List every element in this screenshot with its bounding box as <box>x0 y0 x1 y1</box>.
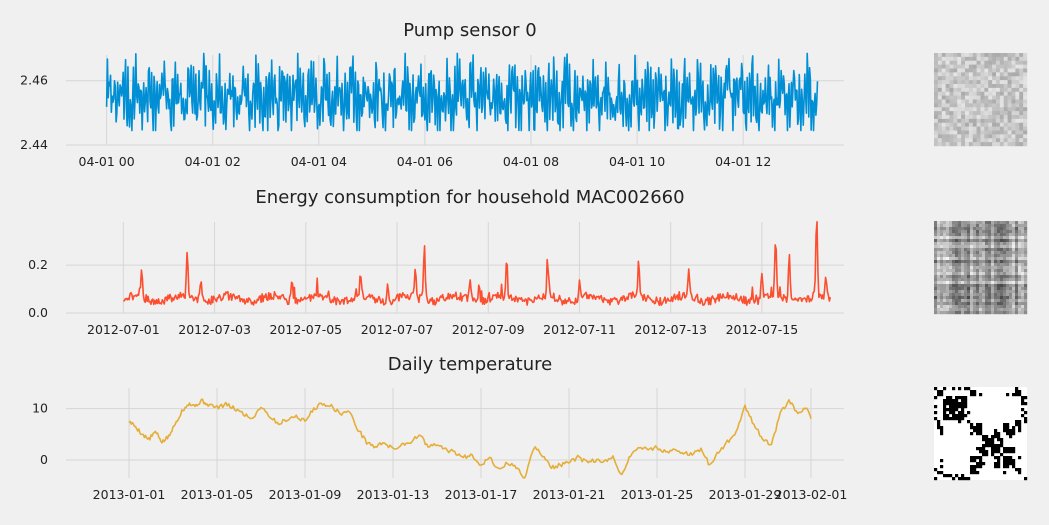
temperature-series-line <box>128 398 812 479</box>
sensor-recurrence-plot <box>934 53 1028 147</box>
x-tick-label: 2013-01-25 <box>621 487 694 502</box>
temperature-recurrence-plot <box>934 387 1028 481</box>
x-tick-label: 2012-07-07 <box>361 322 434 337</box>
panel-daily-temperature: Daily temperature 2013-01-01 2013-01-05 201… <box>32 354 847 502</box>
x-tick-label: 2013-01-09 <box>269 487 342 502</box>
energy-series-line <box>123 220 832 306</box>
x-tick-label: 2012-07-11 <box>543 322 616 337</box>
x-tick-label: 2012-07-09 <box>452 322 525 337</box>
chart-title: Daily temperature <box>388 354 552 375</box>
x-tick-label: 2013-01-21 <box>533 487 606 502</box>
x-tick-label: 2013-01-29 <box>709 487 782 502</box>
energy-recurrence-plot <box>934 221 1028 315</box>
panel-energy-consumption: Energy consumption for household MAC0026… <box>28 187 844 337</box>
y-tick-label: 10 <box>32 401 48 416</box>
x-tick-label: 04-01 10 <box>609 154 665 169</box>
x-tick-label: 2012-07-03 <box>178 322 251 337</box>
x-tick-label: 04-01 04 <box>291 154 347 169</box>
x-tick-label: 04-01 12 <box>715 154 771 169</box>
y-tick-label: 2.44 <box>20 137 48 152</box>
x-tick-label: 2012-07-05 <box>269 322 342 337</box>
x-tick-label: 2012-07-15 <box>726 322 799 337</box>
panel-pump-sensor: Pump sensor 0 04-01 00 04-01 02 04-01 04 04-… <box>20 20 844 169</box>
x-tick-label: 04-01 08 <box>503 154 559 169</box>
y-tick-label: 2.46 <box>20 73 48 88</box>
x-tick-label: 2013-01-01 <box>93 487 166 502</box>
y-tick-label: 0.2 <box>28 257 48 272</box>
chart-title: Energy consumption for household MAC0026… <box>255 187 684 208</box>
x-tick-label: 2013-01-13 <box>357 487 430 502</box>
x-tick-label: 2013-01-05 <box>181 487 254 502</box>
x-tick-label: 04-01 02 <box>185 154 241 169</box>
x-tick-label: 04-01 00 <box>79 154 135 169</box>
recurrence-thumbnails <box>934 53 1028 481</box>
x-tick-label: 2012-07-01 <box>87 322 160 337</box>
sensor-series-line <box>105 52 819 132</box>
y-tick-label: 0 <box>40 452 48 467</box>
chart-title: Pump sensor 0 <box>403 20 536 41</box>
x-tick-label: 2013-01-17 <box>445 487 518 502</box>
x-tick-label: 2013-02-01 <box>775 487 848 502</box>
y-tick-label: 0.0 <box>28 305 48 320</box>
x-tick-label: 04-01 06 <box>397 154 453 169</box>
x-tick-label: 2012-07-13 <box>634 322 707 337</box>
